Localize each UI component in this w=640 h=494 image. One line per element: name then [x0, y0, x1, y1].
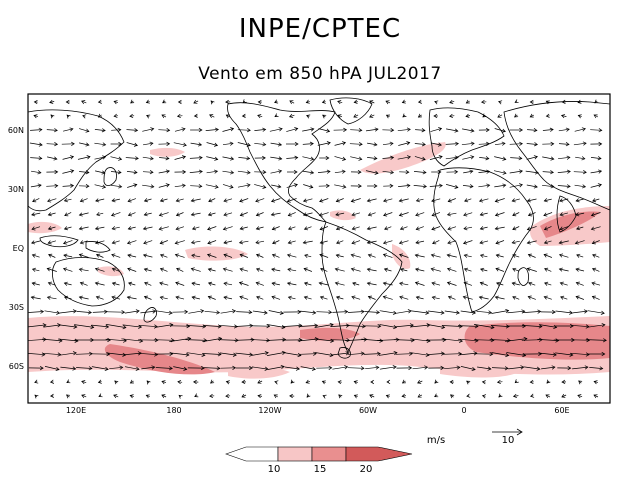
wind-vector [348, 368, 364, 369]
wind-vector [430, 186, 442, 187]
lat-label: 30N [8, 185, 24, 194]
wind-vector [143, 172, 153, 173]
wind-vector-head [243, 99, 247, 102]
wind-vector [30, 130, 42, 131]
wind-vector-head [163, 100, 167, 103]
wind-vector [205, 311, 220, 312]
coast-north-america [227, 103, 335, 222]
wind-vector-head [179, 395, 183, 398]
wind-vector [269, 311, 283, 314]
wind-vector [350, 130, 362, 131]
wind-vector [491, 311, 508, 314]
colorbar: 10 15 20 [226, 447, 412, 475]
wind-vector [63, 186, 74, 187]
colorbar-tick: 20 [360, 464, 373, 475]
wind-vector [477, 311, 492, 312]
coast-madagascar [518, 268, 529, 286]
wind-vector [507, 311, 524, 313]
coast-asia [504, 101, 610, 210]
wind-vector [47, 144, 58, 145]
wind-vector [523, 311, 540, 312]
wind-vector [348, 312, 364, 313]
wind-vector-head [515, 379, 519, 382]
wind-vector [317, 312, 332, 313]
wind-vector [590, 130, 602, 131]
lon-label: 0 [461, 406, 466, 415]
lat-label: 60S [9, 362, 24, 371]
wind-vector-head [323, 395, 326, 398]
lon-label: 120E [66, 406, 86, 415]
coast-indonesia [40, 236, 78, 247]
latitude-labels: 60N 30N EQ 30S 60S [8, 126, 24, 371]
wind-vector [29, 312, 44, 313]
colorbar-tick: 15 [314, 464, 327, 475]
wind-vector [190, 186, 202, 187]
wind-vector [235, 326, 252, 327]
shade-pacific-north [150, 148, 185, 157]
wind-vector-head [147, 115, 151, 118]
wind-vector-head [67, 380, 70, 383]
wind-vector [93, 312, 107, 313]
wind-speed-shading [28, 142, 610, 379]
coast-africa [434, 168, 534, 312]
wind-vector [46, 186, 57, 187]
wind-vector-head [435, 394, 439, 397]
coast-japan [104, 168, 117, 186]
wind-vector [332, 312, 347, 313]
lon-label: 120W [258, 406, 281, 415]
wind-vector [111, 130, 121, 131]
wind-vector [127, 130, 138, 131]
colorbar-segment-15-20 [312, 447, 346, 461]
wind-vector [574, 172, 586, 173]
wind-vector-head [195, 394, 199, 397]
wind-vector [365, 312, 380, 313]
wind-vector [126, 158, 138, 159]
coast-east-asia [28, 110, 124, 211]
wind-vector-head [275, 114, 279, 117]
wind-vector [30, 158, 42, 159]
units-label: m/s [427, 435, 445, 446]
lon-label: 180 [166, 406, 181, 415]
lat-label: 30S [9, 303, 24, 312]
wind-vector [350, 144, 362, 145]
wind-vector [158, 130, 169, 131]
wind-vector [47, 130, 57, 131]
wind-vector-head [99, 394, 103, 397]
wind-vector-head [275, 100, 278, 103]
coast-greenland [330, 98, 372, 124]
colorbar-segment-10-15 [278, 447, 312, 461]
wind-vector [510, 144, 523, 145]
wind-vector [236, 312, 252, 313]
reference-vector-label: 10 [502, 435, 515, 446]
lon-label: 60E [554, 406, 569, 415]
shade-equatorial-pacific [185, 247, 248, 261]
lon-label: 60W [359, 406, 377, 415]
wind-vector-head [515, 100, 519, 103]
wind-vector [446, 144, 459, 145]
colorbar-tick: 10 [268, 464, 281, 475]
coast-new-guinea [86, 241, 110, 252]
colorbar-segment-above-20 [346, 447, 412, 461]
lat-label: 60N [8, 126, 24, 135]
wind-vector [510, 158, 522, 159]
wind-vector [77, 311, 92, 312]
lat-label: EQ [13, 244, 24, 253]
wind-vector-head [307, 115, 311, 118]
wind-vector [190, 158, 202, 159]
longitude-labels: 120E 180 120W 60W 0 60E [66, 406, 570, 415]
colorbar-segment-below-10 [226, 447, 278, 461]
